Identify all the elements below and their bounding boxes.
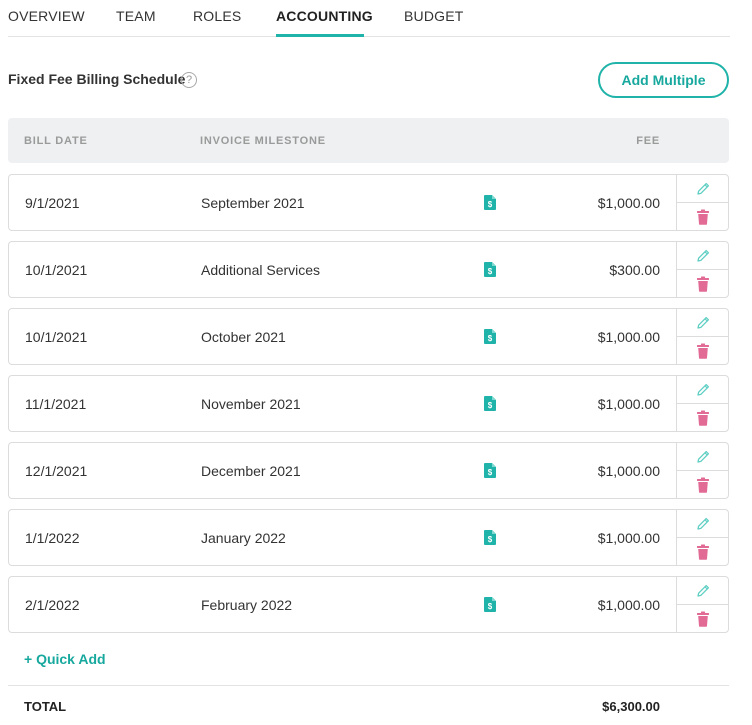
row-actions [676, 376, 728, 431]
pencil-icon[interactable] [695, 248, 711, 264]
total-label: TOTAL [24, 699, 67, 714]
invoice-dollar-icon[interactable]: $ [484, 329, 496, 344]
invoice-dollar-icon[interactable]: $ [484, 530, 496, 545]
trash-icon[interactable] [696, 343, 710, 359]
invoice-milestone: December 2021 [201, 463, 301, 479]
table-header: BILL DATE INVOICE MILESTONE FEE [8, 118, 729, 163]
fee-amount: $1,000.00 [597, 530, 660, 546]
pencil-icon[interactable] [695, 583, 711, 599]
row-actions [676, 577, 728, 632]
svg-text:$: $ [488, 401, 493, 410]
table-row: 10/1/2021 October 2021 $ $1,000.00 [8, 308, 729, 365]
trash-icon[interactable] [696, 276, 710, 292]
table-row: 12/1/2021 December 2021 $ $1,000.00 [8, 442, 729, 499]
bill-date: 2/1/2022 [25, 597, 80, 613]
tab-bar: OVERVIEW TEAM ROLES ACCOUNTING BUDGET [8, 0, 730, 37]
bill-date: 10/1/2021 [25, 329, 88, 345]
action-divider [677, 537, 728, 538]
action-divider [677, 336, 728, 337]
table-row: 2/1/2022 February 2022 $ $1,000.00 [8, 576, 729, 633]
invoice-milestone: February 2022 [201, 597, 293, 613]
trash-icon[interactable] [696, 209, 710, 225]
row-actions [676, 443, 728, 498]
column-header-invoice-milestone: INVOICE MILESTONE [200, 135, 326, 147]
row-actions [676, 309, 728, 364]
trash-icon[interactable] [696, 410, 710, 426]
help-icon[interactable]: ? [181, 72, 197, 88]
svg-text:$: $ [488, 200, 493, 209]
invoice-milestone: November 2021 [201, 396, 301, 412]
active-tab-indicator [276, 34, 364, 37]
svg-text:$: $ [488, 468, 493, 477]
fee-amount: $1,000.00 [597, 329, 660, 345]
column-header-bill-date: BILL DATE [24, 135, 88, 147]
tab-overview[interactable]: OVERVIEW [8, 8, 85, 24]
bill-date: 12/1/2021 [25, 463, 88, 479]
trash-icon[interactable] [696, 544, 710, 560]
pencil-icon[interactable] [695, 315, 711, 331]
invoice-dollar-icon[interactable]: $ [484, 463, 496, 478]
invoice-milestone: September 2021 [201, 195, 305, 211]
action-divider [677, 403, 728, 404]
fee-amount: $1,000.00 [597, 463, 660, 479]
bill-date: 11/1/2021 [25, 396, 87, 412]
fee-amount: $300.00 [609, 262, 660, 278]
column-header-fee: FEE [636, 135, 660, 147]
table-row: 10/1/2021 Additional Services $ $300.00 [8, 241, 729, 298]
tab-team[interactable]: TEAM [116, 8, 156, 24]
fee-amount: $1,000.00 [597, 195, 660, 211]
quick-add-link[interactable]: + Quick Add [24, 651, 106, 667]
total-divider [8, 685, 729, 686]
bill-date: 1/1/2022 [25, 530, 80, 546]
action-divider [677, 604, 728, 605]
tab-roles[interactable]: ROLES [193, 8, 242, 24]
trash-icon[interactable] [696, 477, 710, 493]
svg-text:$: $ [488, 267, 493, 276]
table-row: 11/1/2021 November 2021 $ $1,000.00 [8, 375, 729, 432]
bill-date: 10/1/2021 [25, 262, 88, 278]
pencil-icon[interactable] [695, 382, 711, 398]
add-multiple-button[interactable]: Add Multiple [598, 62, 729, 98]
fee-amount: $1,000.00 [597, 396, 660, 412]
invoice-dollar-icon[interactable]: $ [484, 262, 496, 277]
tab-accounting[interactable]: ACCOUNTING [276, 8, 373, 24]
invoice-milestone: Additional Services [201, 262, 321, 278]
action-divider [677, 269, 728, 270]
svg-text:$: $ [488, 602, 493, 611]
pencil-icon[interactable] [695, 516, 711, 532]
invoice-dollar-icon[interactable]: $ [484, 195, 496, 210]
svg-text:$: $ [488, 535, 493, 544]
pencil-icon[interactable] [695, 449, 711, 465]
row-actions [676, 242, 728, 297]
tab-budget[interactable]: BUDGET [404, 8, 464, 24]
row-actions [676, 175, 728, 230]
svg-text:$: $ [488, 334, 493, 343]
section-title: Fixed Fee Billing Schedule [8, 71, 186, 87]
invoice-dollar-icon[interactable]: $ [484, 597, 496, 612]
row-actions [676, 510, 728, 565]
trash-icon[interactable] [696, 611, 710, 627]
pencil-icon[interactable] [695, 181, 711, 197]
invoice-milestone: October 2021 [201, 329, 286, 345]
invoice-milestone: January 2022 [201, 530, 286, 546]
invoice-dollar-icon[interactable]: $ [484, 396, 496, 411]
action-divider [677, 202, 728, 203]
table-row: 1/1/2022 January 2022 $ $1,000.00 [8, 509, 729, 566]
bill-date: 9/1/2021 [25, 195, 80, 211]
fee-amount: $1,000.00 [597, 597, 660, 613]
table-row: 9/1/2021 September 2021 $ $1,000.00 [8, 174, 729, 231]
action-divider [677, 470, 728, 471]
total-value: $6,300.00 [602, 699, 660, 714]
